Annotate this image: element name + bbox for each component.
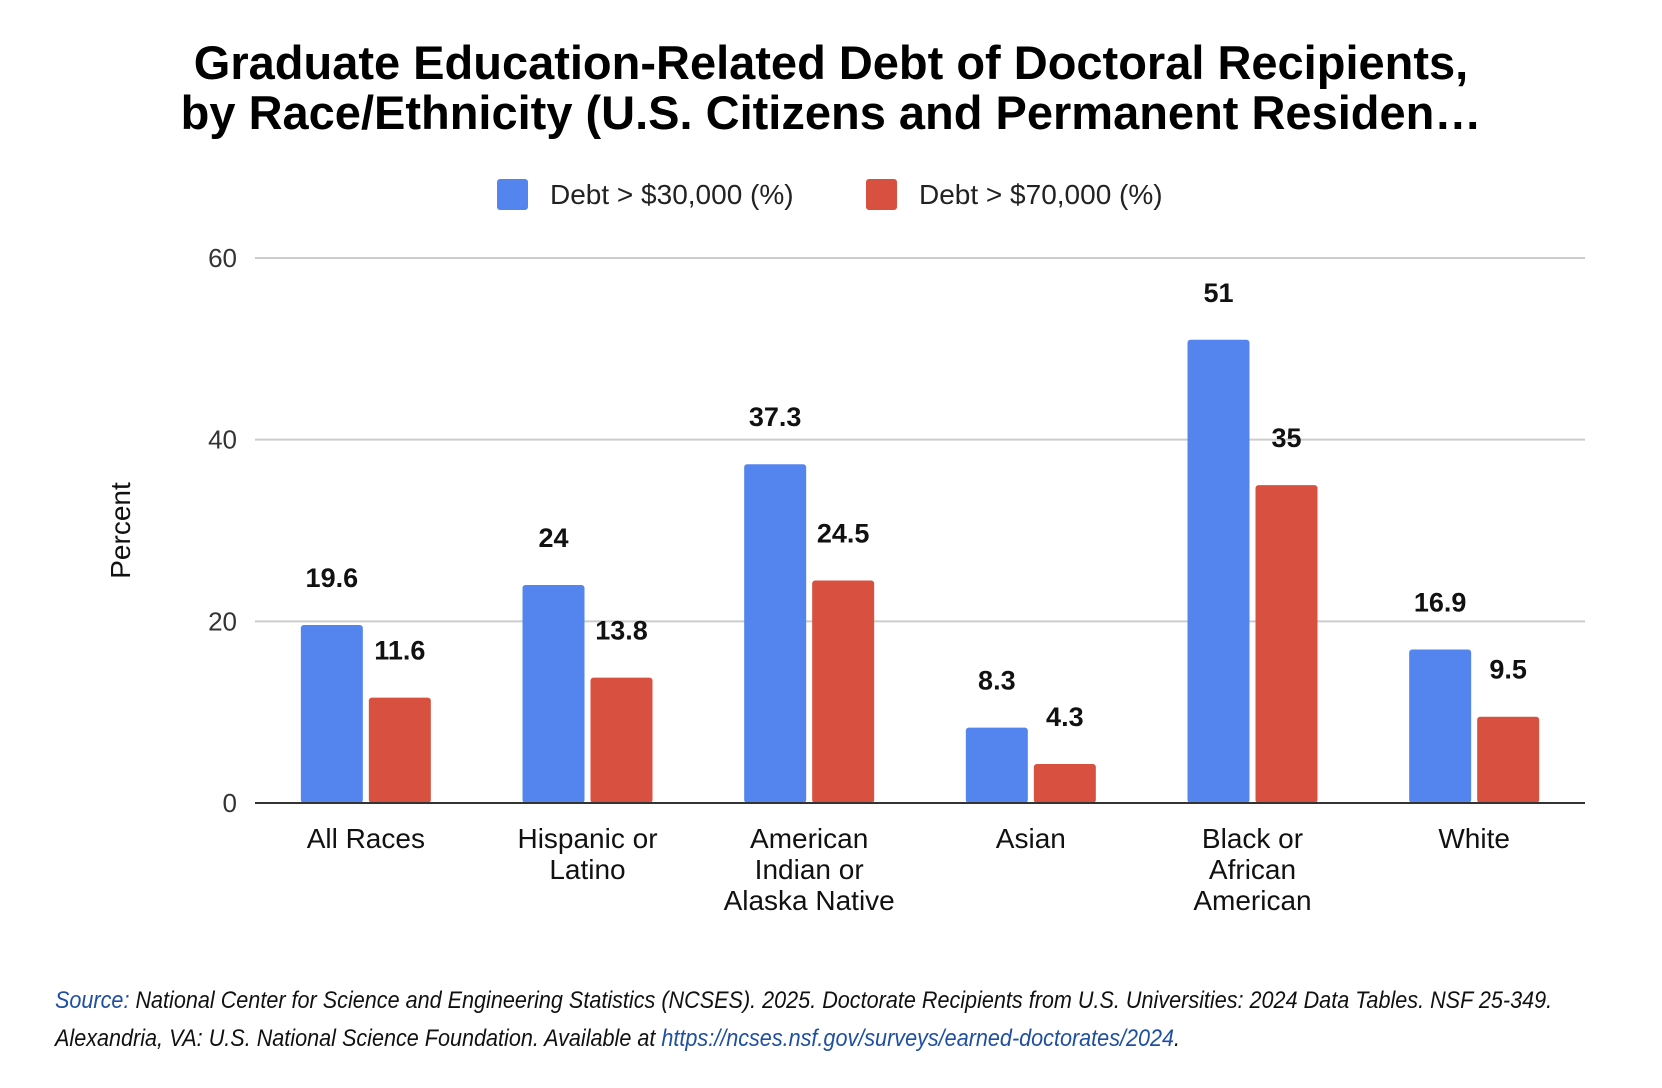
y-tick-label: 40	[208, 425, 237, 455]
data-label: 13.8	[595, 616, 648, 646]
data-label: 35	[1271, 423, 1301, 453]
bar-series1-4	[1187, 339, 1250, 803]
y-axis-label: Percent	[105, 482, 136, 579]
chart-title-line-2: by Race/Ethnicity (U.S. Citizens and Per…	[180, 86, 1482, 139]
bar-series2-4	[1255, 485, 1318, 803]
chart-title: Graduate Education-Related Debt of Docto…	[0, 38, 1662, 138]
bar-chart: Debt > $30,000 (%) Debt > $70,000 (%) 0 20…	[105, 179, 1585, 916]
data-label: 8.3	[978, 666, 1016, 696]
source-text: National Center for Science and Engineer…	[55, 987, 1553, 1052]
x-category-label: All Races	[307, 823, 425, 854]
bar-series1-2	[744, 464, 807, 803]
gridlines	[255, 257, 1585, 623]
legend-swatch-1	[497, 179, 528, 210]
source-link[interactable]: https://ncses.nsf.gov/surveys/earned-doc…	[661, 1025, 1175, 1052]
y-axis-ticks: 0 20 40 60	[208, 243, 237, 818]
bar-series2-0	[368, 697, 431, 803]
bar-series1-3	[965, 727, 1028, 803]
data-label: 4.3	[1046, 702, 1084, 732]
bars	[300, 339, 1540, 803]
data-label: 9.5	[1489, 655, 1527, 685]
y-tick-label: 0	[223, 788, 237, 818]
data-label: 16.9	[1414, 587, 1467, 617]
legend-swatch-2	[866, 179, 897, 210]
data-label: 24	[538, 523, 568, 553]
data-label: 37.3	[749, 402, 802, 432]
data-label: 51	[1203, 278, 1233, 308]
bar-series1-0	[300, 624, 363, 803]
source-label: Source:	[55, 987, 130, 1014]
y-tick-label: 60	[208, 243, 237, 273]
data-label: 11.6	[374, 636, 425, 666]
chart-title-line-1: Graduate Education-Related Debt of Docto…	[193, 36, 1469, 89]
legend-label-2: Debt > $70,000 (%)	[919, 179, 1163, 210]
x-category-label: Black or African American	[1193, 823, 1311, 916]
data-label: 24.5	[817, 518, 870, 548]
x-category-label: Hispanic or Latino	[517, 823, 657, 885]
data-labels: 19.6 11.6 24 13.8 37.3 24.5 8.3 4.3 51 35 16.9 9.5	[306, 278, 1527, 732]
legend-label-1: Debt > $30,000 (%)	[550, 179, 794, 210]
bar-series1-1	[522, 585, 585, 803]
source-end: .	[1174, 1025, 1181, 1052]
bar-series2-2	[812, 580, 875, 803]
data-label: 19.6	[306, 563, 359, 593]
legend: Debt > $30,000 (%) Debt > $70,000 (%)	[497, 179, 1163, 210]
bar-series1-5	[1409, 649, 1472, 803]
x-category-label: White	[1438, 823, 1510, 854]
x-category-label: Asian	[996, 823, 1066, 854]
y-tick-label: 20	[208, 606, 237, 636]
bar-series2-3	[1033, 763, 1096, 803]
x-category-label: American Indian or Alaska Native	[724, 823, 895, 916]
bar-series2-5	[1477, 716, 1540, 803]
source-note: Source: National Center for Science and …	[55, 982, 1635, 1058]
bar-series2-1	[590, 677, 653, 803]
x-axis-categories: All Races Hispanic or Latino American Indian…	[307, 823, 1510, 916]
